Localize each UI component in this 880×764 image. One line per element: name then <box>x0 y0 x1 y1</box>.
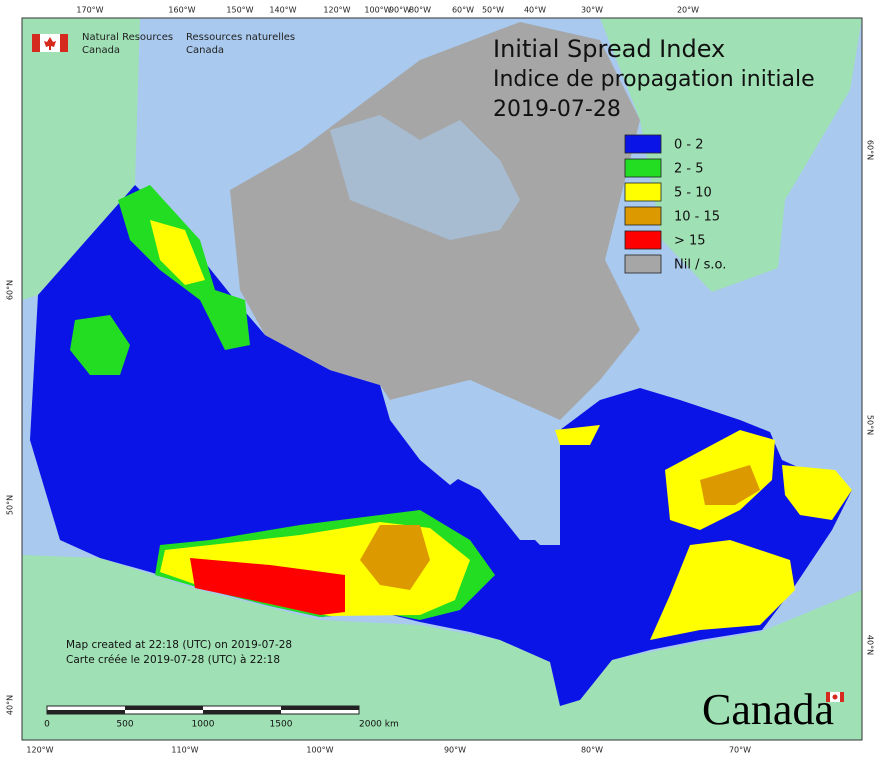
legend-swatch <box>624 182 662 202</box>
maritimes-yellow <box>650 540 795 640</box>
united-states <box>22 555 862 740</box>
title: Initial Spread Index <box>493 35 725 63</box>
scale-segment <box>47 710 125 714</box>
longitude-label: 110°W <box>171 746 198 755</box>
legend-swatch <box>624 230 662 250</box>
wordmark-leaf <box>832 694 838 700</box>
scale-bar: 0 500 1000 1500 2000 km <box>44 705 399 730</box>
title: 2019-07-28 <box>493 97 621 122</box>
legend-swatch <box>624 254 662 274</box>
scale-label: 2000 km <box>359 720 399 730</box>
latitude-label: 60°N <box>6 280 15 300</box>
quebec-north-yellow <box>555 425 600 445</box>
arctic-channels <box>330 115 520 240</box>
prairies-orange <box>360 525 430 590</box>
longitude-label: 150°W <box>226 6 253 15</box>
wordmark-flag <box>826 692 830 702</box>
longitude-label: 30°W <box>581 6 603 15</box>
department-fr: Canada <box>186 45 224 56</box>
longitude-label: 90°W <box>389 6 411 15</box>
bc-north-green <box>70 315 130 375</box>
title: Indice de propagation initiale <box>493 67 815 92</box>
scale-segment <box>125 706 203 710</box>
graticule-labels: 170°W 160°W 150°W 140°W 120°W 100°W90°W80°W 60… <box>6 6 875 755</box>
latitude-label: 40°N <box>6 695 15 715</box>
notes: Map created at 22:18 (UTC) on 2019-07-28… <box>66 639 292 666</box>
legend-label: 10 - 15 <box>674 210 720 225</box>
longitude-label: 140°W <box>269 6 296 15</box>
labrador-orange <box>700 465 760 505</box>
department-en: Natural Resources <box>82 32 173 43</box>
longitude-label: 120°W <box>323 6 350 15</box>
longitude-label: 160°W <box>168 6 195 15</box>
legend-swatch <box>624 158 662 178</box>
hudson-bay <box>390 380 560 540</box>
legend-swatch <box>624 206 662 226</box>
longitude-label: 80°W <box>581 746 603 755</box>
note: Map created at 22:18 (UTC) on 2019-07-28 <box>66 639 292 651</box>
legend-label: Nil / s.o. <box>674 258 726 273</box>
header: Natural Resources Canada Ressources natu… <box>32 32 295 56</box>
canada-wordmark: Canada <box>702 685 834 734</box>
title-block: Initial Spread Index Indice de propagati… <box>493 35 815 122</box>
yukon-yellow <box>150 220 205 285</box>
longitude-label: 80°W <box>409 6 431 15</box>
greenland <box>600 18 862 292</box>
wordmark: Canada <box>702 685 844 734</box>
scale-label: 1000 <box>192 720 215 730</box>
maple-leaf <box>44 37 56 50</box>
department-fr: Ressources naturelles <box>186 32 295 43</box>
longitude-label: 60°W <box>452 6 474 15</box>
latitude-label: 60°N <box>866 140 875 160</box>
longitude-label: 100°W <box>364 6 391 15</box>
legend-label: 5 - 10 <box>674 186 712 201</box>
latitude-label: 40°N <box>866 635 875 655</box>
latitude-label: 50°N <box>6 495 15 515</box>
flag-bar <box>60 34 68 52</box>
legend: 0 - 2 2 - 5 5 - 10 10 - 15 > 15 Nil / s.o. <box>624 134 726 274</box>
alaska <box>22 18 140 300</box>
latitude-label: 50°N <box>866 415 875 435</box>
legend-label: 0 - 2 <box>674 138 704 153</box>
scale-segment <box>281 706 359 710</box>
newfoundland-yellow <box>782 465 852 520</box>
prairies-red <box>190 558 345 615</box>
longitude-label: 170°W <box>76 6 103 15</box>
longitude-label: 90°W <box>444 746 466 755</box>
longitude-label: 40°W <box>524 6 546 15</box>
note: Carte créée le 2019-07-28 (UTC) à 22:18 <box>66 654 280 666</box>
legend-swatch <box>624 134 662 154</box>
legend-label: 2 - 5 <box>674 162 704 177</box>
longitude-label: 100°W <box>306 746 333 755</box>
flag-bar <box>32 34 40 52</box>
scale-label: 0 <box>44 720 50 730</box>
longitude-label: 120°W <box>26 746 53 755</box>
wordmark-flag <box>840 692 844 702</box>
legend-label: > 15 <box>674 234 706 249</box>
map-border <box>21 17 863 741</box>
longitude-label: 70°W <box>729 746 751 755</box>
scale-segment <box>203 710 281 714</box>
map-frame <box>21 17 863 741</box>
longitude-label: 20°W <box>677 6 699 15</box>
department-en: Canada <box>82 45 120 56</box>
scale-label: 500 <box>116 720 133 730</box>
longitude-label: 50°W <box>482 6 504 15</box>
scale-label: 1500 <box>270 720 293 730</box>
